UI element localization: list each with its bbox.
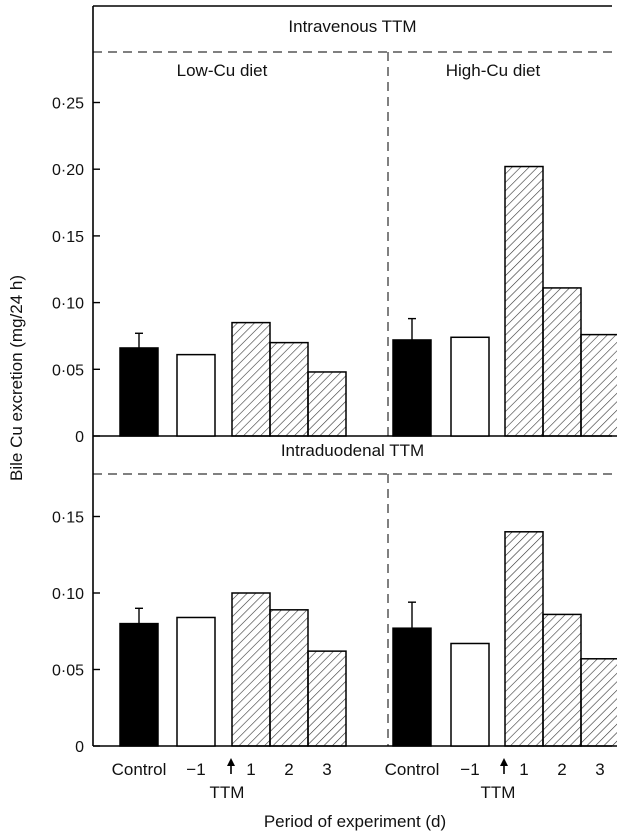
x-tick-label: Control bbox=[112, 760, 167, 779]
bar bbox=[269, 341, 309, 437]
bar bbox=[307, 650, 347, 747]
y-tick-label: 0 bbox=[75, 429, 84, 446]
bar bbox=[504, 165, 544, 437]
panel-dividers bbox=[93, 51, 612, 746]
x-tick-label: 1 bbox=[246, 760, 255, 779]
x-tick-label: 1 bbox=[519, 760, 528, 779]
diet-label: Low-Cu diet bbox=[177, 61, 268, 80]
bar bbox=[450, 642, 490, 747]
y-tick-label: 0·10 bbox=[52, 586, 84, 603]
bar bbox=[542, 613, 582, 747]
chart-labels: Intravenous TTM Intraduodenal TTM Low-Cu d… bbox=[7, 17, 605, 831]
y-tick-label: 0·15 bbox=[52, 510, 84, 527]
bar bbox=[269, 609, 309, 747]
panel-title: Intraduodenal TTM bbox=[281, 441, 424, 460]
bar bbox=[542, 287, 582, 437]
y-tick-label: 0·05 bbox=[52, 663, 84, 680]
bar bbox=[119, 347, 159, 437]
bar bbox=[580, 333, 617, 437]
y-axis-title: Bile Cu excretion (mg/24 h) bbox=[7, 275, 26, 481]
x-tick-label: −1 bbox=[186, 760, 205, 779]
bar bbox=[176, 616, 216, 747]
y-tick-label: 0·15 bbox=[52, 229, 84, 246]
bar bbox=[307, 371, 347, 437]
x-tick-label: 2 bbox=[284, 760, 293, 779]
ttm-arrow-head bbox=[227, 758, 235, 766]
bar bbox=[392, 627, 432, 747]
ttm-label: TTM bbox=[481, 783, 516, 802]
bar bbox=[231, 321, 271, 437]
panel-title: Intravenous TTM bbox=[288, 17, 416, 36]
diet-label: High-Cu diet bbox=[446, 61, 541, 80]
x-tick-label: Control bbox=[385, 760, 440, 779]
y-tick-label: 0 bbox=[75, 739, 84, 756]
bar bbox=[119, 622, 159, 747]
ttm-arrow-head bbox=[500, 758, 508, 766]
bar bbox=[450, 336, 490, 437]
ttm-label: TTM bbox=[210, 783, 245, 802]
y-tick-label: 0·25 bbox=[52, 96, 84, 113]
x-tick-label: 3 bbox=[322, 760, 331, 779]
bar bbox=[392, 339, 432, 437]
chart-marks bbox=[119, 165, 617, 774]
x-tick-label: 2 bbox=[557, 760, 566, 779]
y-tick-label: 0·10 bbox=[52, 296, 84, 313]
y-tick-label: 0·20 bbox=[52, 162, 84, 179]
bar bbox=[176, 353, 216, 437]
x-tick-label: 3 bbox=[595, 760, 604, 779]
x-axis-title: Period of experiment (d) bbox=[264, 812, 446, 831]
y-tick-label: 0·05 bbox=[52, 362, 84, 379]
bar bbox=[580, 658, 617, 747]
bar bbox=[504, 531, 544, 747]
x-tick-label: −1 bbox=[460, 760, 479, 779]
bar bbox=[231, 592, 271, 747]
